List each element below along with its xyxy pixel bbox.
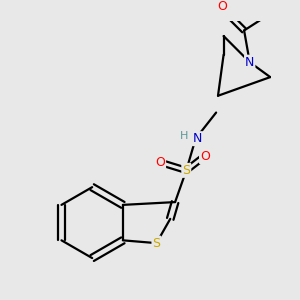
Text: O: O bbox=[155, 156, 165, 169]
Text: H: H bbox=[179, 131, 188, 141]
Text: S: S bbox=[182, 164, 190, 177]
Text: N: N bbox=[193, 132, 202, 145]
Text: O: O bbox=[200, 150, 210, 163]
Text: O: O bbox=[217, 1, 227, 13]
Text: N: N bbox=[245, 56, 254, 69]
Text: S: S bbox=[152, 237, 160, 250]
